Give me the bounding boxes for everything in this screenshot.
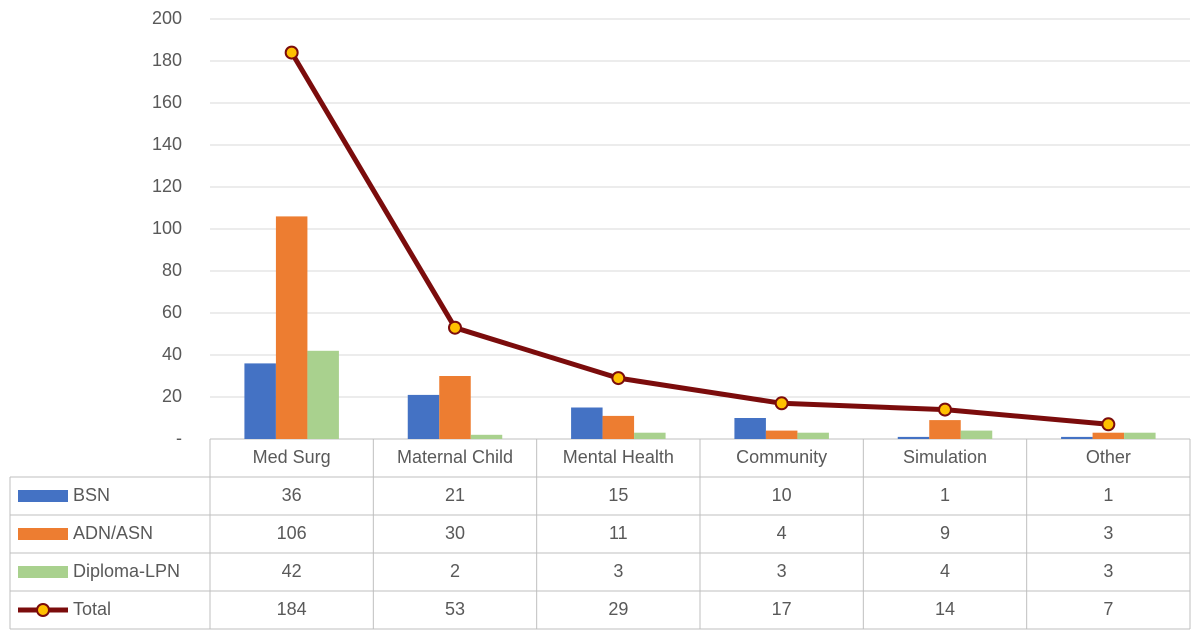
legend-key-marker bbox=[36, 603, 50, 617]
bar bbox=[307, 350, 339, 439]
x-tick-label: Mental Health bbox=[563, 447, 674, 467]
line-marker bbox=[611, 371, 626, 386]
table-value: 53 bbox=[445, 599, 465, 619]
legend-key bbox=[18, 528, 68, 540]
bar bbox=[602, 415, 635, 439]
table-value: 21 bbox=[445, 485, 465, 505]
table-value: 184 bbox=[277, 599, 307, 619]
bar bbox=[571, 407, 603, 439]
y-tick-label: 60 bbox=[162, 302, 182, 322]
legend-label: Diploma-LPN bbox=[73, 561, 180, 581]
table-value: 7 bbox=[1103, 599, 1113, 619]
x-tick-label: Maternal Child bbox=[397, 447, 513, 467]
table-value: 17 bbox=[772, 599, 792, 619]
legend-label: BSN bbox=[73, 485, 110, 505]
table-value: 3 bbox=[613, 561, 623, 581]
table-value: 15 bbox=[608, 485, 628, 505]
bar bbox=[244, 363, 276, 439]
table-value: 1 bbox=[1103, 485, 1113, 505]
x-tick-label: Other bbox=[1086, 447, 1131, 467]
table-value: 1 bbox=[940, 485, 950, 505]
table-value: 3 bbox=[1103, 523, 1113, 543]
bar bbox=[470, 434, 503, 439]
legend-key bbox=[18, 490, 68, 502]
table-value: 14 bbox=[935, 599, 955, 619]
line-marker bbox=[1101, 417, 1116, 432]
table-value: 30 bbox=[445, 523, 465, 543]
table-value: 11 bbox=[609, 523, 628, 543]
y-tick-label: 100 bbox=[152, 218, 182, 238]
y-tick-label: - bbox=[176, 428, 182, 448]
table-value: 10 bbox=[772, 485, 792, 505]
table-value: 3 bbox=[777, 561, 787, 581]
bar bbox=[634, 432, 666, 439]
table-value: 36 bbox=[282, 485, 302, 505]
table-value: 4 bbox=[940, 561, 950, 581]
line-marker bbox=[774, 396, 789, 411]
bar bbox=[1092, 432, 1125, 439]
y-tick-label: 40 bbox=[162, 344, 182, 364]
y-tick-label: 160 bbox=[152, 92, 182, 112]
bar bbox=[765, 430, 798, 439]
y-tick-label: 20 bbox=[162, 386, 182, 406]
y-tick-label: 120 bbox=[152, 176, 182, 196]
line-series bbox=[289, 51, 1109, 427]
y-tick-label: 200 bbox=[152, 8, 182, 28]
y-tick-label: 140 bbox=[152, 134, 182, 154]
bar bbox=[1061, 436, 1093, 439]
bar bbox=[1124, 432, 1156, 439]
bar bbox=[797, 432, 829, 439]
bar bbox=[734, 418, 766, 439]
legend-label: ADN/ASN bbox=[73, 523, 153, 543]
x-tick-label: Med Surg bbox=[253, 447, 331, 467]
table-value: 29 bbox=[608, 599, 628, 619]
legend-label: Total bbox=[73, 599, 111, 619]
table-value: 106 bbox=[277, 523, 307, 543]
line-marker bbox=[938, 402, 952, 417]
table-value: 9 bbox=[940, 523, 950, 543]
y-tick-label: 180 bbox=[152, 50, 182, 70]
table-value: 42 bbox=[282, 561, 302, 581]
table-value: 4 bbox=[777, 523, 787, 543]
y-tick-label: 80 bbox=[162, 260, 182, 280]
bar bbox=[929, 420, 961, 439]
bar bbox=[407, 394, 440, 439]
table-value: 2 bbox=[450, 561, 460, 581]
legend-key bbox=[18, 566, 68, 578]
table-value: 3 bbox=[1103, 561, 1113, 581]
x-tick-label: Simulation bbox=[903, 447, 987, 467]
line-marker bbox=[284, 45, 299, 60]
bar bbox=[275, 216, 308, 439]
x-tick-label: Community bbox=[736, 447, 827, 467]
bar bbox=[897, 436, 930, 439]
bar bbox=[960, 430, 993, 439]
bar bbox=[439, 376, 471, 439]
line-marker bbox=[448, 320, 462, 335]
